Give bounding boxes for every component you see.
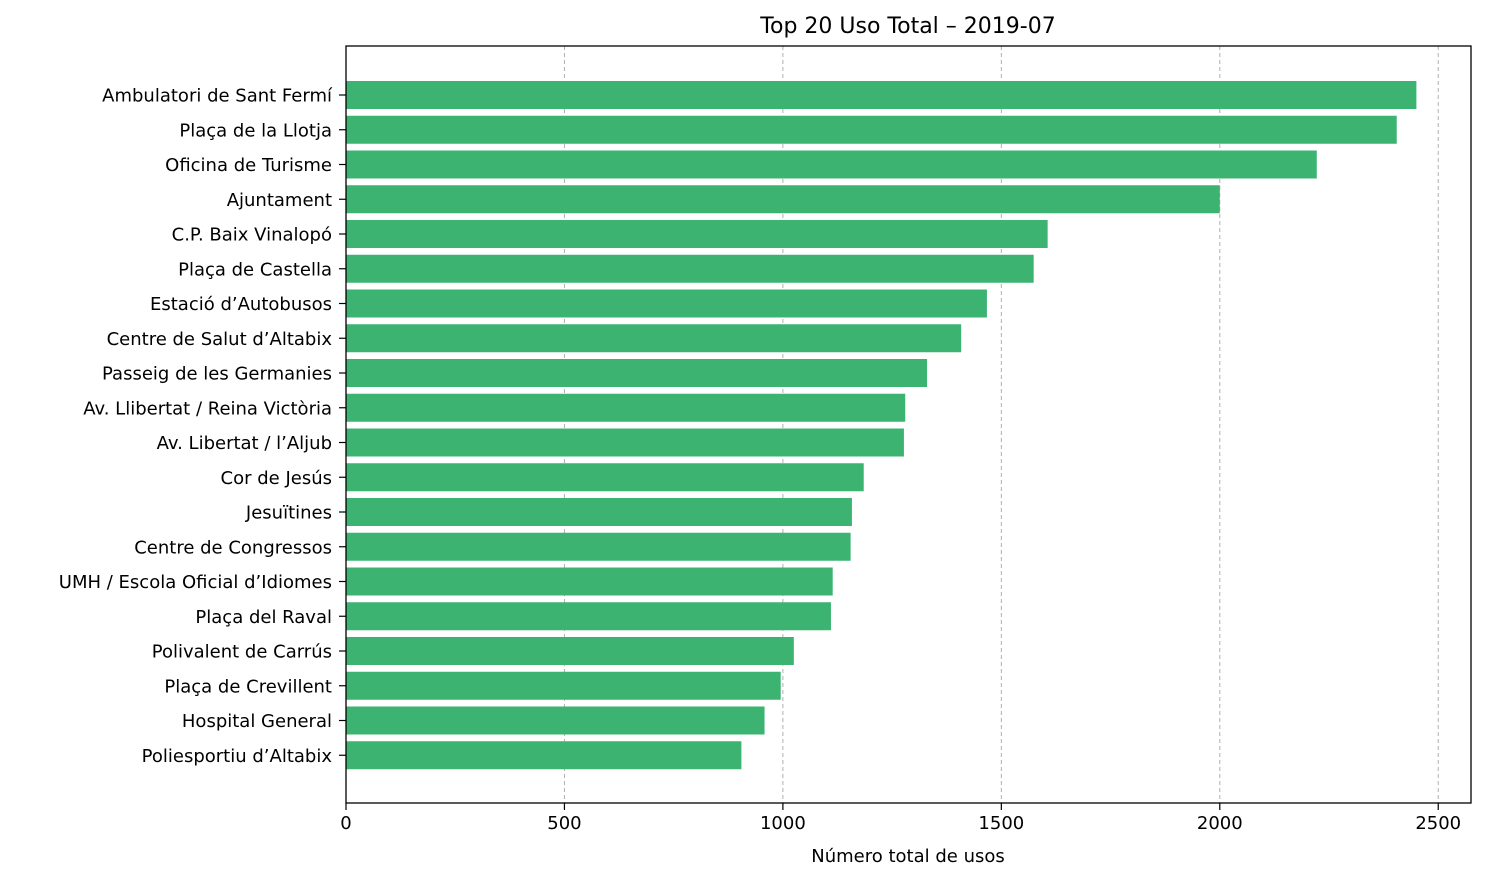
x-tick-label: 2000 — [1197, 813, 1243, 834]
bar — [346, 671, 781, 700]
bar — [346, 393, 906, 422]
bar — [346, 706, 765, 735]
y-tick-label: Plaça del Raval — [195, 607, 332, 628]
bar — [346, 498, 852, 526]
x-axis: 0 500 1000 1500 2000 2500 — [340, 803, 1461, 834]
y-tick-label: C.P. Baix Vinalopó — [172, 225, 332, 246]
y-tick-label: Hospital General — [182, 711, 332, 732]
y-tick-label: Passeig de les Germanies — [102, 364, 332, 385]
y-tick-label: Ambulatori de Sant Fermí — [102, 86, 333, 107]
bar — [346, 463, 864, 492]
bar — [346, 637, 794, 665]
bar — [346, 428, 904, 457]
x-tick-label: 500 — [547, 813, 581, 834]
y-tick-label: Polivalent de Carrús — [152, 642, 332, 663]
y-tick-label: Centre de Salut d’Altabix — [107, 329, 333, 350]
y-tick-label: Plaça de Crevillent — [164, 676, 332, 697]
y-tick-label: Plaça de Castella — [178, 259, 332, 280]
x-tick-label: 0 — [340, 813, 351, 834]
y-tick-label: Av. Libertat / l’Aljub — [157, 433, 332, 454]
y-tick-label: Ajuntament — [227, 190, 332, 211]
bar — [346, 185, 1220, 214]
x-tick-label: 1000 — [760, 813, 806, 834]
bar — [346, 324, 962, 353]
y-tick-label: Centre de Congressos — [134, 537, 332, 558]
y-tick-label: Av. Llibertat / Reina Victòria — [83, 398, 332, 419]
bar — [346, 602, 831, 631]
y-tick-label: UMH / Escola Oficial d’Idiomes — [59, 572, 332, 593]
y-tick-label: Cor de Jesús — [221, 468, 332, 489]
bar — [346, 567, 833, 596]
bar — [346, 359, 928, 387]
bar — [346, 289, 987, 318]
bar — [346, 81, 1417, 109]
y-tick-label: Oficina de Turisme — [165, 155, 332, 176]
plot-frame — [345, 45, 1472, 804]
bar — [346, 254, 1034, 283]
y-tick-label: Plaça de la Llotja — [179, 120, 332, 141]
x-axis-label: Número total de usos — [811, 846, 1005, 867]
y-tick-label: Jesuïtines — [245, 503, 332, 524]
y-tick-label: Estació d’Autobusos — [150, 294, 332, 315]
bar — [346, 115, 1397, 144]
bar — [346, 532, 851, 561]
chart-title: Top 20 Uso Total – 2019-07 — [759, 14, 1055, 39]
y-tick-label: Poliesportiu d’Altabix — [142, 746, 333, 767]
x-tick-label: 1500 — [978, 813, 1024, 834]
bars-layer — [346, 81, 1417, 770]
bar — [346, 150, 1317, 179]
bar — [346, 220, 1048, 248]
x-tick-label: 2500 — [1415, 813, 1461, 834]
bar — [346, 741, 742, 770]
y-axis: Ambulatori de Sant Fermí Plaça de la Llot… — [59, 86, 346, 767]
